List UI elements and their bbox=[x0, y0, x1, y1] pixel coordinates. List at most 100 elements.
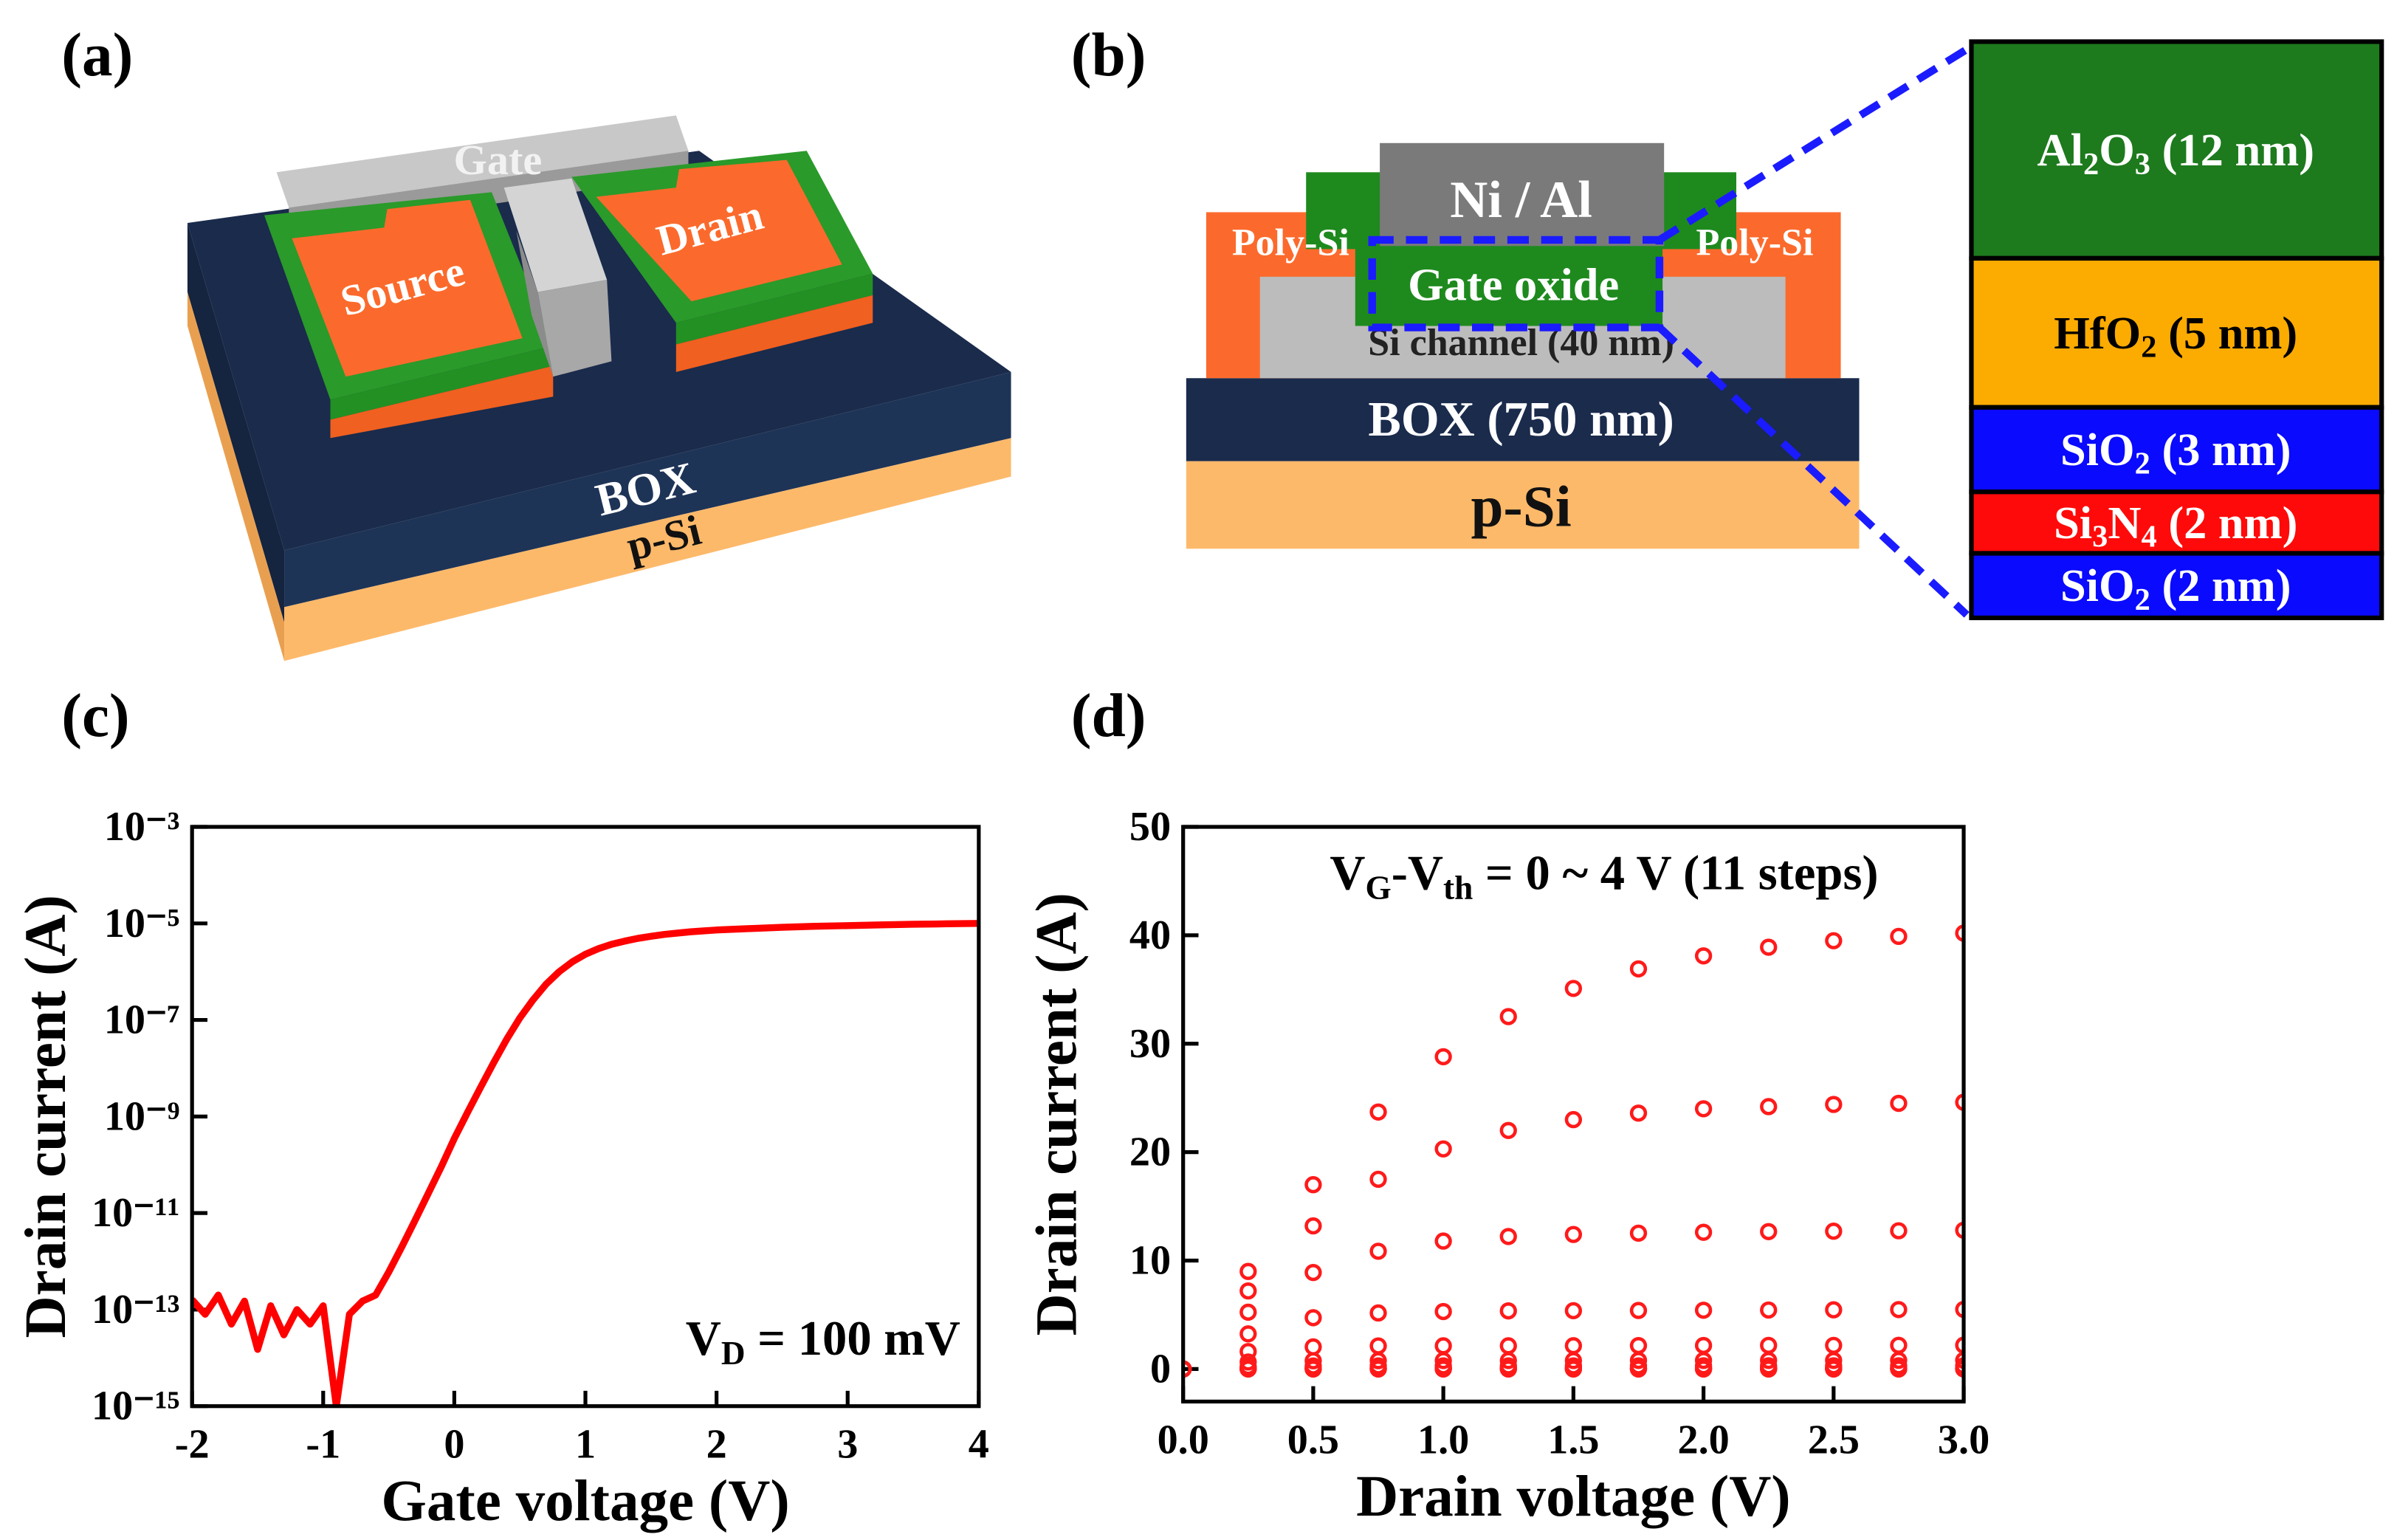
data-point bbox=[1629, 1224, 1648, 1242]
data-point bbox=[1694, 1336, 1713, 1355]
y-tick-label: 10 bbox=[1129, 1238, 1171, 1284]
text-segment: HfO bbox=[2054, 307, 2141, 359]
stack-layer bbox=[1969, 39, 2384, 261]
data-point bbox=[1304, 1360, 1322, 1378]
data-point bbox=[1434, 1337, 1452, 1355]
text-segment: (2 nm) bbox=[2157, 497, 2298, 549]
data-point bbox=[1499, 1228, 1517, 1245]
data-point bbox=[1760, 938, 1778, 956]
y-tick-label: 10⁻³ bbox=[104, 804, 180, 850]
data-point bbox=[1694, 947, 1713, 965]
x-tick-label: 2.5 bbox=[1808, 1417, 1860, 1462]
data-point bbox=[1694, 1352, 1713, 1369]
data-point bbox=[1825, 1096, 1843, 1113]
poly-label: Poly-Si bbox=[1232, 222, 1349, 264]
x-tick-label: 3 bbox=[837, 1422, 858, 1468]
x-tick-label: -2 bbox=[175, 1422, 210, 1468]
data-point bbox=[1955, 1300, 1964, 1319]
data-point bbox=[1369, 1170, 1387, 1189]
stack-label: SiO2 (2 nm) bbox=[2060, 560, 2291, 616]
data-point bbox=[1239, 1325, 1257, 1343]
panel-label: (a) bbox=[61, 21, 133, 89]
data-point bbox=[1304, 1309, 1322, 1327]
zoom-line bbox=[1657, 324, 1970, 618]
text-segment: V bbox=[686, 1312, 721, 1366]
x-tick-label: 2 bbox=[706, 1422, 727, 1468]
text-segment: = 100 mV bbox=[746, 1312, 960, 1366]
data-point bbox=[1825, 932, 1843, 949]
data-point bbox=[1890, 1351, 1908, 1369]
y-tick-label: 10⁻¹³ bbox=[92, 1287, 180, 1333]
substrate-left-face bbox=[187, 292, 285, 661]
data-point bbox=[1434, 1302, 1452, 1321]
y-tick-label: 10⁻⁵ bbox=[104, 901, 180, 946]
text-segment: V bbox=[1330, 846, 1365, 900]
data-point bbox=[1890, 1336, 1908, 1354]
text-segment: D bbox=[721, 1335, 746, 1372]
data-point bbox=[1239, 1303, 1257, 1321]
text-segment: SiO bbox=[2060, 424, 2135, 475]
data-point bbox=[1499, 1008, 1517, 1025]
stack-layer bbox=[1969, 255, 2384, 410]
text-segment: -V bbox=[1392, 846, 1443, 900]
data-point bbox=[1304, 1176, 1322, 1194]
gate-finger-side bbox=[537, 280, 612, 377]
x-tick-label: -1 bbox=[306, 1422, 340, 1468]
x-tick-label: 1.0 bbox=[1417, 1417, 1469, 1462]
panel-label: (c) bbox=[61, 682, 129, 750]
text-segment: Al bbox=[2037, 124, 2083, 176]
annotation: VD = 100 mV bbox=[686, 1312, 960, 1372]
x-axis-label: Drain voltage (V) bbox=[1356, 1465, 1791, 1529]
y-tick-label: 10⁻¹⁵ bbox=[92, 1383, 180, 1429]
data-point bbox=[1629, 960, 1648, 978]
zoom-line bbox=[1657, 46, 1969, 244]
layer-stack: Al2O3 (12 nm)HfO2 (5 nm)SiO2 (3 nm)Si3N4… bbox=[1969, 39, 2384, 621]
y-tick-label: 50 bbox=[1129, 804, 1171, 850]
x-tick-label: 0 bbox=[444, 1422, 464, 1468]
data-point bbox=[1239, 1282, 1257, 1300]
stack-layer bbox=[1969, 489, 2384, 556]
data-point bbox=[1369, 1242, 1387, 1260]
annotation: VG-Vth = 0 ~ 4 V (11 steps) bbox=[1330, 846, 1878, 906]
data-point bbox=[1434, 1360, 1452, 1378]
y-axis-label: Drain current (A) bbox=[1025, 893, 1090, 1336]
data-point bbox=[1239, 1360, 1257, 1378]
text-segment: (12 nm) bbox=[2150, 124, 2314, 176]
substrate-label: p-Si bbox=[1471, 475, 1571, 540]
axes-frame bbox=[190, 825, 981, 1409]
data-point bbox=[1890, 927, 1908, 946]
stack-label: Si3N4 (2 nm) bbox=[2054, 497, 2297, 554]
text-segment: SiO bbox=[2060, 560, 2135, 611]
gate-label: Gate bbox=[454, 136, 543, 184]
x-tick-label: 1 bbox=[575, 1422, 596, 1468]
y-tick-label: 10⁻¹¹ bbox=[92, 1190, 180, 1236]
y-tick-label: 10⁻⁷ bbox=[104, 997, 180, 1043]
data-point bbox=[1890, 1094, 1908, 1113]
data-point bbox=[1564, 1337, 1583, 1355]
data-point bbox=[1183, 1360, 1192, 1378]
data-point bbox=[1564, 1360, 1583, 1378]
panel-label: (b) bbox=[1071, 21, 1146, 89]
data-point bbox=[1890, 1222, 1908, 1240]
y-axis-label: Drain current (A) bbox=[14, 895, 78, 1338]
zoom-box bbox=[1368, 236, 1664, 331]
text-segment: Si bbox=[2054, 497, 2092, 549]
data-point bbox=[1825, 1360, 1843, 1378]
data-point bbox=[1369, 1360, 1387, 1378]
data-point bbox=[1955, 924, 1964, 942]
substrate-layer bbox=[1186, 461, 1860, 549]
data-point bbox=[1564, 1302, 1583, 1320]
data-point bbox=[1825, 1352, 1843, 1369]
data-point bbox=[1760, 1360, 1778, 1378]
plot-area bbox=[192, 920, 979, 1406]
data-point bbox=[1760, 1352, 1778, 1369]
x-tick-label: 4 bbox=[969, 1422, 989, 1468]
data-point bbox=[1434, 1048, 1452, 1066]
data-point bbox=[1434, 1352, 1452, 1369]
text-segment: 2 bbox=[2135, 446, 2150, 481]
y-tick-label: 30 bbox=[1129, 1021, 1171, 1067]
axes-frame bbox=[1181, 825, 1966, 1404]
text-segment: 3 bbox=[2092, 519, 2108, 554]
box-front-face bbox=[284, 371, 1011, 608]
y-tick-label: 40 bbox=[1129, 912, 1171, 958]
